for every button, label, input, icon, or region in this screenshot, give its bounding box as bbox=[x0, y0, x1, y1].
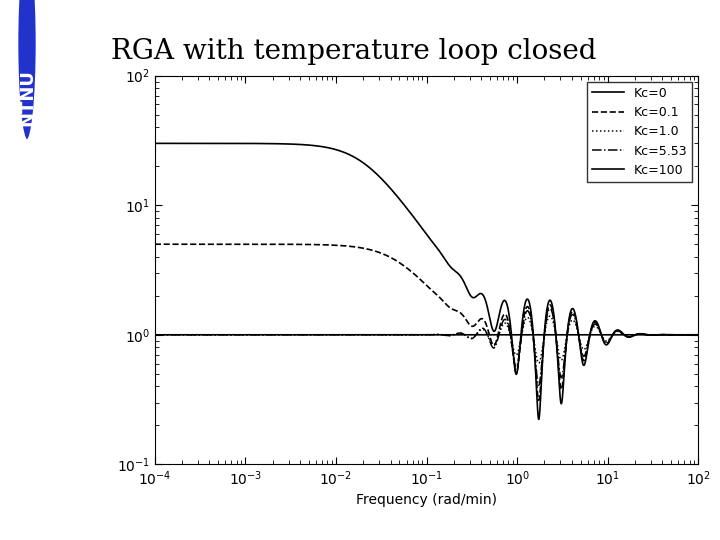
Kc=0 bbox=[150, 140, 159, 146]
Circle shape bbox=[17, 0, 37, 140]
Kc=0.1 bbox=[249, 241, 258, 247]
Kc=5.53 bbox=[150, 332, 159, 338]
Kc=100 bbox=[477, 332, 485, 338]
Kc=100 bbox=[358, 332, 366, 338]
Kc=1.0 bbox=[358, 332, 366, 338]
Kc=1.0 bbox=[598, 333, 606, 339]
Kc=0.1 bbox=[694, 332, 703, 338]
Line: Kc=0: Kc=0 bbox=[155, 143, 698, 420]
Kc=5.53 bbox=[694, 332, 703, 338]
Kc=100 bbox=[249, 332, 258, 338]
Kc=0.1 bbox=[534, 397, 543, 403]
Kc=5.53 bbox=[546, 306, 554, 312]
Kc=5.53 bbox=[358, 332, 366, 338]
Kc=100 bbox=[556, 332, 564, 338]
Kc=0.1 bbox=[598, 333, 606, 340]
Kc=5.53 bbox=[477, 326, 485, 332]
Line: Kc=5.53: Kc=5.53 bbox=[155, 309, 698, 386]
Kc=1.0 bbox=[557, 356, 565, 363]
Kc=1.0 bbox=[150, 332, 159, 338]
Kc=100 bbox=[598, 332, 606, 338]
Kc=0.1 bbox=[556, 384, 564, 390]
Kc=0.1 bbox=[150, 241, 159, 247]
Kc=1.0 bbox=[477, 327, 485, 333]
Kc=0 bbox=[694, 332, 703, 338]
Kc=0 bbox=[504, 307, 513, 314]
Kc=5.53 bbox=[249, 332, 258, 338]
Kc=0 bbox=[556, 397, 564, 404]
Kc=0 bbox=[358, 159, 366, 166]
Kc=100 bbox=[504, 332, 513, 338]
X-axis label: Frequency (rad/min): Frequency (rad/min) bbox=[356, 494, 497, 508]
Kc=0.1 bbox=[358, 245, 366, 251]
Line: Kc=1.0: Kc=1.0 bbox=[155, 316, 698, 363]
Kc=5.53 bbox=[534, 382, 543, 389]
Line: Kc=0.1: Kc=0.1 bbox=[155, 244, 698, 400]
Kc=0 bbox=[598, 333, 606, 340]
Kc=5.53 bbox=[557, 374, 565, 380]
Kc=0.1 bbox=[477, 316, 485, 322]
FancyBboxPatch shape bbox=[6, 0, 48, 92]
Kc=100 bbox=[694, 332, 703, 338]
Text: NTNU: NTNU bbox=[18, 69, 36, 126]
Text: RGA with temperature loop closed: RGA with temperature loop closed bbox=[111, 38, 596, 65]
Kc=0 bbox=[534, 416, 543, 423]
Kc=5.53 bbox=[504, 322, 513, 329]
Kc=5.53 bbox=[598, 333, 606, 340]
Kc=100 bbox=[150, 332, 159, 338]
Kc=0.1 bbox=[504, 319, 513, 325]
Kc=1.0 bbox=[546, 313, 554, 319]
Kc=1.0 bbox=[694, 332, 703, 338]
Kc=1.0 bbox=[504, 325, 513, 331]
Kc=0 bbox=[477, 291, 485, 297]
Kc=1.0 bbox=[249, 332, 258, 338]
Kc=0 bbox=[249, 140, 258, 147]
Legend: Kc=0, Kc=0.1, Kc=1.0, Kc=5.53, Kc=100: Kc=0, Kc=0.1, Kc=1.0, Kc=5.53, Kc=100 bbox=[588, 82, 692, 182]
Text: 11: 11 bbox=[17, 503, 37, 518]
Kc=1.0 bbox=[534, 360, 543, 366]
